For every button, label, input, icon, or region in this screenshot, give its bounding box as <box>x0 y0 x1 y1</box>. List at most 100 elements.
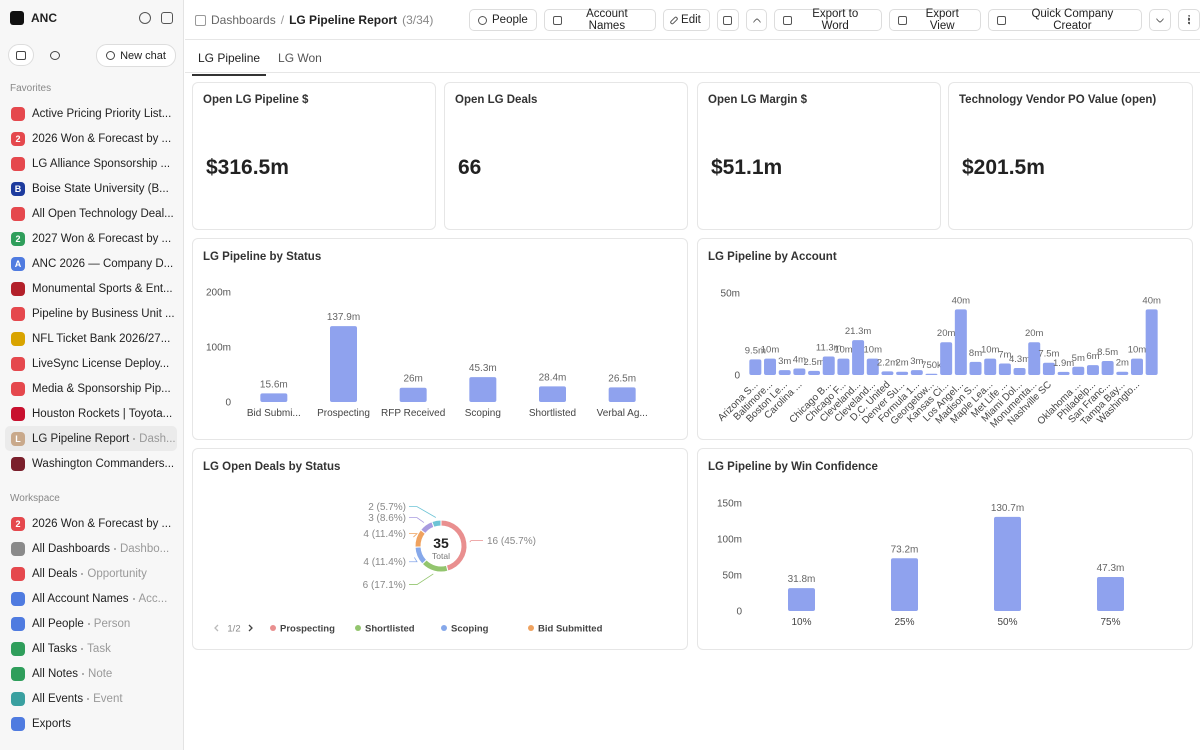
y-tick-label: 50m <box>723 571 742 582</box>
tab[interactable]: LG Won <box>278 51 322 65</box>
bar <box>984 358 997 375</box>
account-names-button[interactable]: Account Names <box>543 8 657 32</box>
item-label: LG Pipeline Report <box>32 432 130 445</box>
sidebar-item[interactable]: B Boise State University (B... <box>5 176 177 201</box>
hide-button[interactable] <box>716 9 739 31</box>
item-type: Opportunity <box>87 567 147 580</box>
item-icon <box>11 541 25 556</box>
export-view-button[interactable]: Export View <box>889 8 982 32</box>
chart-card: LG Pipeline by Status 0 100m 200m 15.6m Bid S… <box>192 238 688 440</box>
item-icon <box>11 591 25 606</box>
kpi-card: Open LG Deals 66 <box>444 82 688 230</box>
value-label: 40m <box>952 295 971 306</box>
logo <box>10 11 24 25</box>
sidebar-item[interactable]: All Open Technology Deal... <box>5 201 177 226</box>
value-label: 2.2m <box>877 357 898 368</box>
separator-dot <box>133 437 136 440</box>
item-type: Person <box>93 617 131 630</box>
value-label: 3m <box>778 356 791 367</box>
bar <box>808 370 821 375</box>
button-label: People <box>492 14 528 26</box>
crumb-parent[interactable]: Dashboards <box>211 13 276 27</box>
center-value: 35 <box>433 535 449 551</box>
export-word-button[interactable]: Export to Word <box>774 8 883 32</box>
separator-dot <box>132 597 135 600</box>
sidebar-item[interactable]: LiveSync License Deploy... <box>5 351 177 376</box>
bar <box>1072 366 1085 375</box>
sidebar-item[interactable]: NFL Ticket Bank 2026/27... <box>5 326 177 351</box>
separator-dot <box>81 647 84 650</box>
sidebar-item[interactable]: All People Person <box>5 611 177 636</box>
sidebar-item[interactable]: A ANC 2026 — Company D... <box>5 251 177 276</box>
edit-button[interactable]: Edit <box>663 9 710 31</box>
sidebar-item[interactable]: Exports <box>5 711 177 736</box>
item-label: All Account Names <box>32 592 129 605</box>
kpi-card: Open LG Pipeline $ $316.5m <box>192 82 436 230</box>
new-chat-button[interactable]: New chat <box>96 44 176 67</box>
legend-label: Shortlisted <box>365 624 415 635</box>
sidebar-item[interactable]: Pipeline by Business Unit ... <box>5 301 177 326</box>
item-label: All Open Technology Deal... <box>32 207 174 220</box>
more-button[interactable] <box>1149 9 1172 31</box>
workspace-list: 2 2026 Won & Forecast by ... All Dashboard… <box>5 511 177 736</box>
search-icon[interactable] <box>139 12 151 24</box>
sidebar-item[interactable]: All Dashboards Dashbo... <box>5 536 177 561</box>
sidebar-item[interactable]: 2 2026 Won & Forecast by ... <box>5 126 177 151</box>
quick-company-button[interactable]: Quick Company Creator <box>988 8 1143 32</box>
x-tick-label: 50% <box>997 617 1017 628</box>
sidebar-item[interactable]: All Tasks Task <box>5 636 177 661</box>
dashboard-icon <box>195 14 206 26</box>
sidebar-item[interactable]: Active Pricing Priority List... <box>5 101 177 126</box>
bar <box>994 516 1021 611</box>
y-tick-label: 100m <box>717 535 742 546</box>
item-badge: 2 <box>15 233 21 244</box>
button-label: Edit <box>681 14 701 26</box>
item-label: 2026 Won & Forecast by ... <box>32 132 172 145</box>
bar <box>822 356 835 375</box>
item-label: All People <box>32 617 84 630</box>
kpi-value: $201.5m <box>962 156 1045 179</box>
sidebar-item[interactable]: Media & Sponsorship Pip... <box>5 376 177 401</box>
sidebar-item[interactable]: All Deals Opportunity <box>5 561 177 586</box>
chat-button[interactable] <box>42 44 68 66</box>
y-tick-label: 200m <box>206 288 231 299</box>
item-icon <box>11 156 25 171</box>
sidebar-item[interactable]: Houston Rockets | Toyota... <box>5 401 177 426</box>
item-icon <box>11 666 25 681</box>
sidebar-item[interactable]: All Events Event <box>5 686 177 711</box>
tab[interactable]: LG Pipeline <box>192 44 267 76</box>
workspace-switcher[interactable]: ANC <box>10 11 57 25</box>
sidebar-item[interactable]: All Notes Note <box>5 661 177 686</box>
item-icon: 2 <box>11 516 25 531</box>
value-label: 7m <box>998 350 1011 361</box>
bar <box>866 358 879 375</box>
pager-next[interactable] <box>248 624 253 632</box>
kebab-button[interactable] <box>1178 9 1200 31</box>
sidebar-item[interactable]: Washington Commanders... <box>5 451 177 476</box>
panel-icon[interactable] <box>161 12 173 24</box>
sidebar-item[interactable]: Monumental Sports & Ent... <box>5 276 177 301</box>
bar <box>1028 342 1041 375</box>
people-button[interactable]: People <box>469 9 537 31</box>
item-label: All Deals <box>32 567 78 580</box>
item-icon <box>11 456 25 471</box>
sidebar-item[interactable]: LG Alliance Sponsorship ... <box>5 151 177 176</box>
home-button[interactable] <box>8 44 34 66</box>
sidebar-item[interactable]: 2 2027 Won & Forecast by ... <box>5 226 177 251</box>
x-tick-label: Prospecting <box>317 408 370 419</box>
sidebar-item[interactable]: 2 2026 Won & Forecast by ... <box>5 511 177 536</box>
item-badge: A <box>14 258 22 269</box>
item-label: NFL Ticket Bank 2026/27... <box>32 332 171 345</box>
pager-prev[interactable] <box>214 624 219 632</box>
item-type: Dash... <box>139 432 176 445</box>
value-label: 20m <box>937 328 956 339</box>
value-label: 750k <box>921 360 942 371</box>
sidebar-item[interactable]: L LG Pipeline Report Dash... <box>5 426 177 451</box>
x-tick-label: 75% <box>1100 617 1120 628</box>
bar <box>330 326 357 402</box>
collapse-button[interactable] <box>745 9 768 31</box>
item-icon: A <box>11 256 25 271</box>
value-label: 15.6m <box>260 379 288 390</box>
sidebar-item[interactable]: All Account Names Acc... <box>5 586 177 611</box>
